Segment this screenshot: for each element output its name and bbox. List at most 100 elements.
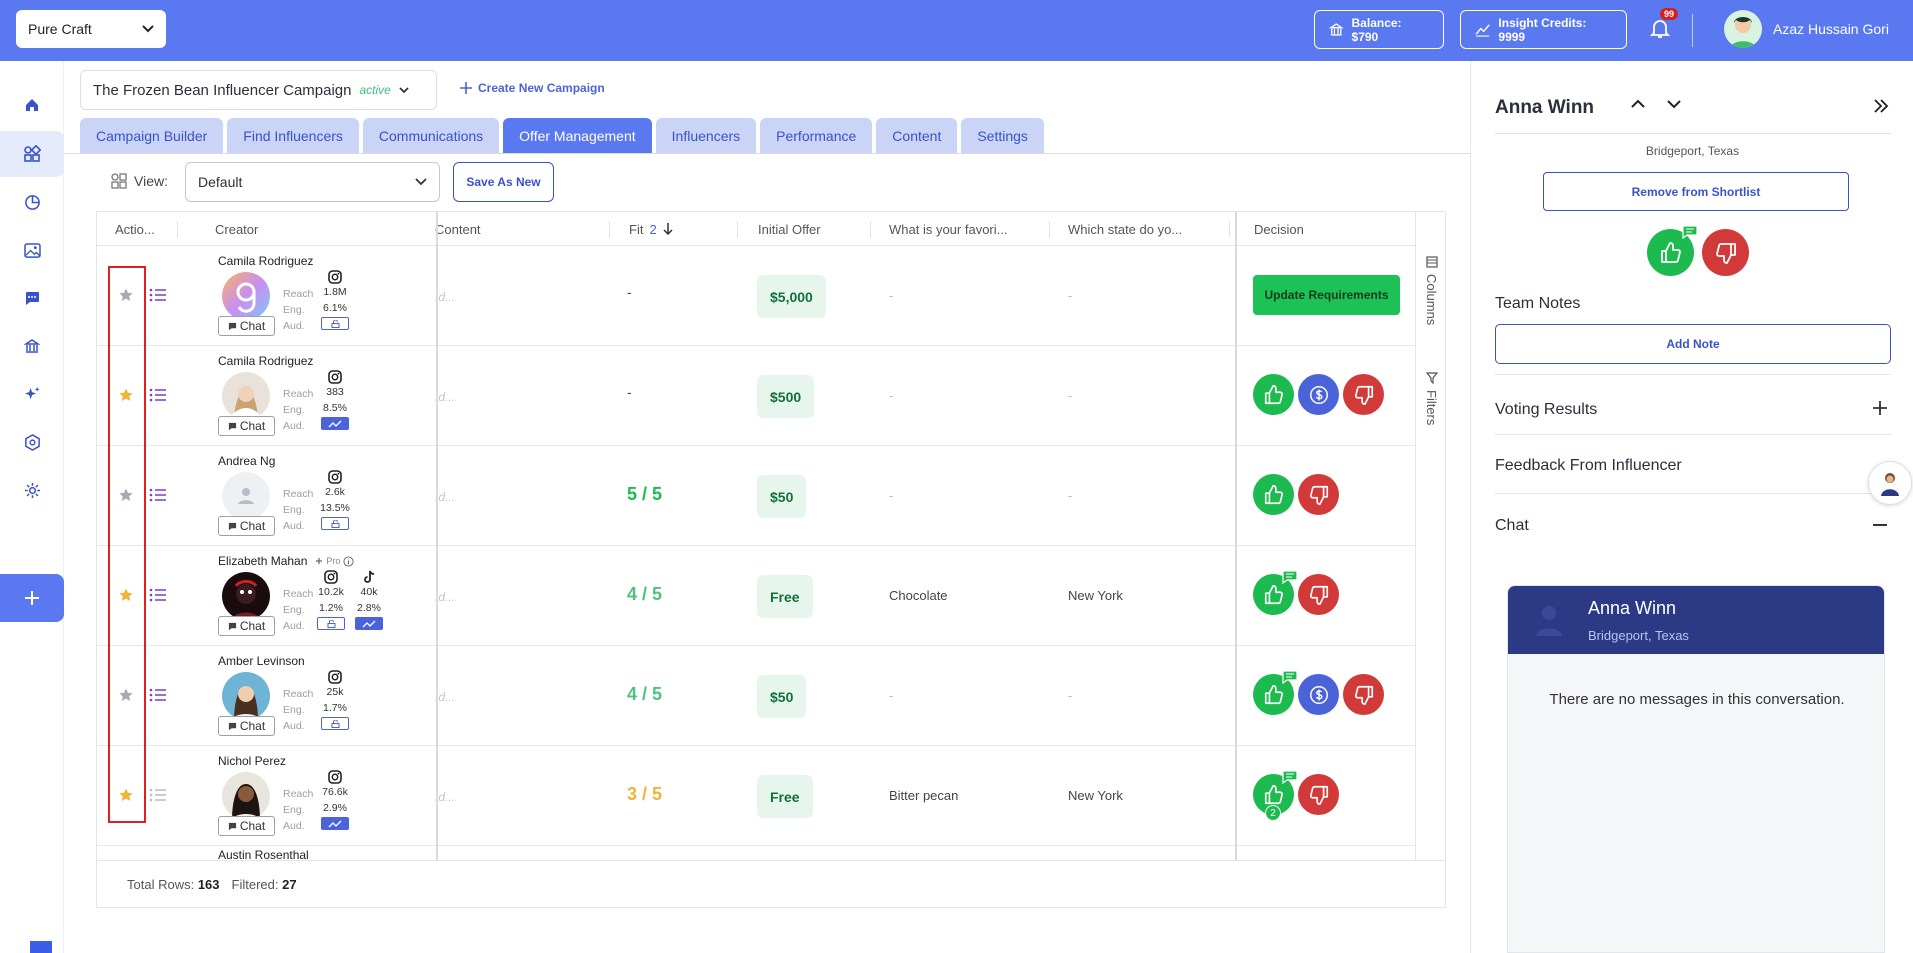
initial-offer[interactable]: $50 <box>757 475 807 518</box>
avatar[interactable] <box>222 272 270 320</box>
remove-from-shortlist-button[interactable]: Remove from Shortlist <box>1543 172 1849 211</box>
star-icon[interactable] <box>119 788 133 802</box>
content-cell[interactable]: Id... <box>435 490 456 504</box>
negotiate-button[interactable] <box>1298 674 1339 715</box>
header-fit[interactable]: Fit 2 <box>629 212 709 246</box>
voting-results-toggle[interactable]: Voting Results <box>1495 401 1598 418</box>
initial-offer[interactable]: $500 <box>757 375 815 418</box>
negotiate-button[interactable] <box>1298 374 1339 415</box>
creator-name[interactable]: Andrea Ng <box>218 454 276 468</box>
creator-name[interactable]: Nichol Perez <box>218 754 287 768</box>
chat-toggle[interactable]: Chat <box>1495 517 1529 534</box>
list-icon[interactable] <box>149 288 166 302</box>
header-content[interactable]: Content <box>435 221 481 237</box>
initial-offer[interactable]: Free <box>757 575 813 618</box>
balance-button[interactable]: Balance: $790 <box>1314 10 1444 49</box>
star-icon[interactable] <box>119 288 133 302</box>
avatar[interactable] <box>222 372 270 420</box>
audience-trend[interactable] <box>321 417 349 430</box>
insight-credits-button[interactable]: Insight Credits: 9999 <box>1460 10 1627 49</box>
instagram-icon[interactable] <box>328 670 342 684</box>
tab-performance[interactable]: Performance <box>760 118 873 153</box>
list-icon[interactable] <box>149 388 166 402</box>
chat-button[interactable]: Chat <box>218 516 275 536</box>
approve-button[interactable] <box>1253 474 1294 515</box>
tab-campaign-builder[interactable]: Campaign Builder <box>80 118 224 153</box>
tab-content[interactable]: Content <box>876 118 958 153</box>
feedback-toggle[interactable]: Feedback From Influencer <box>1495 457 1682 474</box>
creator-name[interactable]: Camila Rodriguez <box>218 354 314 368</box>
content-cell[interactable]: Id... <box>435 390 456 404</box>
initial-offer[interactable]: $5,000 <box>757 275 826 318</box>
plus-icon[interactable] <box>1873 401 1887 415</box>
add-button[interactable] <box>0 574 64 622</box>
creator-name[interactable]: Elizabeth Mahan <box>218 554 308 568</box>
columns-toggle[interactable]: Columns <box>1424 256 1439 325</box>
audience-trend[interactable] <box>321 817 349 830</box>
approve-button[interactable]: 2 <box>1253 770 1298 821</box>
star-icon[interactable] <box>119 588 133 602</box>
view-select[interactable]: Default <box>185 162 440 202</box>
reject-button[interactable] <box>1298 574 1339 615</box>
approve-button[interactable] <box>1253 570 1298 615</box>
audience-locked[interactable] <box>321 717 349 730</box>
nav-messages[interactable] <box>0 275 64 321</box>
chevron-up-icon[interactable] <box>1631 99 1645 109</box>
header-actions[interactable]: Actio... <box>115 221 155 237</box>
chevron-down-icon[interactable] <box>1667 99 1681 109</box>
creator-name[interactable]: Amber Levinson <box>218 654 305 668</box>
avatar[interactable] <box>222 572 270 620</box>
nav-integrations[interactable] <box>0 419 64 465</box>
initial-offer[interactable]: Free <box>757 775 813 818</box>
creator-name[interactable]: Austin Rosenthal <box>218 848 309 860</box>
nav-campaigns[interactable] <box>0 131 64 177</box>
reject-button[interactable] <box>1343 374 1384 415</box>
audience-locked[interactable] <box>321 517 349 530</box>
header-initial-offer[interactable]: Initial Offer <box>758 221 821 237</box>
tab-influencers[interactable]: Influencers <box>655 118 757 153</box>
nav-home[interactable] <box>0 82 64 128</box>
chat-button[interactable]: Chat <box>218 416 275 436</box>
reject-button[interactable] <box>1298 474 1339 515</box>
filters-toggle[interactable]: Filters <box>1424 372 1439 425</box>
reject-button[interactable] <box>1343 674 1384 715</box>
list-icon[interactable] <box>149 688 166 702</box>
instagram-icon[interactable] <box>328 470 342 484</box>
nav-ai[interactable] <box>0 371 64 417</box>
star-icon[interactable] <box>119 688 133 702</box>
info-icon[interactable] <box>343 555 354 567</box>
nav-settings[interactable] <box>0 467 64 513</box>
reject-button[interactable] <box>1298 774 1339 815</box>
chat-button[interactable]: Chat <box>218 716 275 736</box>
content-cell[interactable]: Id... <box>435 590 456 604</box>
nav-content[interactable] <box>0 227 64 273</box>
list-icon[interactable] <box>149 488 166 502</box>
header-question-favorite[interactable]: What is your favori... <box>889 221 1008 237</box>
campaign-select[interactable]: The Frozen Bean Influencer Campaign acti… <box>80 70 437 110</box>
content-cell[interactable]: Id... <box>435 290 456 304</box>
creator-name[interactable]: Camila Rodriguez <box>218 254 314 268</box>
header-creator[interactable]: Creator <box>215 221 259 237</box>
bell-icon[interactable] <box>1648 16 1672 40</box>
audience-locked[interactable] <box>321 317 349 330</box>
reject-button[interactable] <box>1702 229 1749 276</box>
tab-offer-management[interactable]: Offer Management <box>503 118 652 153</box>
audience-trend[interactable] <box>355 617 383 630</box>
list-icon[interactable] <box>149 588 166 602</box>
chat-button[interactable]: Chat <box>218 816 275 836</box>
avatar[interactable] <box>222 672 270 720</box>
tab-communications[interactable]: Communications <box>362 118 500 153</box>
nav-analytics[interactable] <box>0 179 64 225</box>
update-requirements-button[interactable]: Update Requirements <box>1253 275 1400 315</box>
add-note-button[interactable]: Add Note <box>1495 324 1891 364</box>
initial-offer[interactable]: $50 <box>757 675 807 718</box>
instagram-icon[interactable] <box>328 770 342 784</box>
user-name[interactable]: Azaz Hussain Gori <box>1773 21 1889 37</box>
tab-find-influencers[interactable]: Find Influencers <box>227 118 359 153</box>
audience-locked[interactable] <box>317 617 345 630</box>
approve-button[interactable] <box>1647 225 1698 276</box>
frozen-column-divider[interactable] <box>436 212 438 860</box>
approve-button[interactable] <box>1253 670 1298 715</box>
star-icon[interactable] <box>119 388 133 402</box>
content-cell[interactable]: Id... <box>435 790 456 804</box>
